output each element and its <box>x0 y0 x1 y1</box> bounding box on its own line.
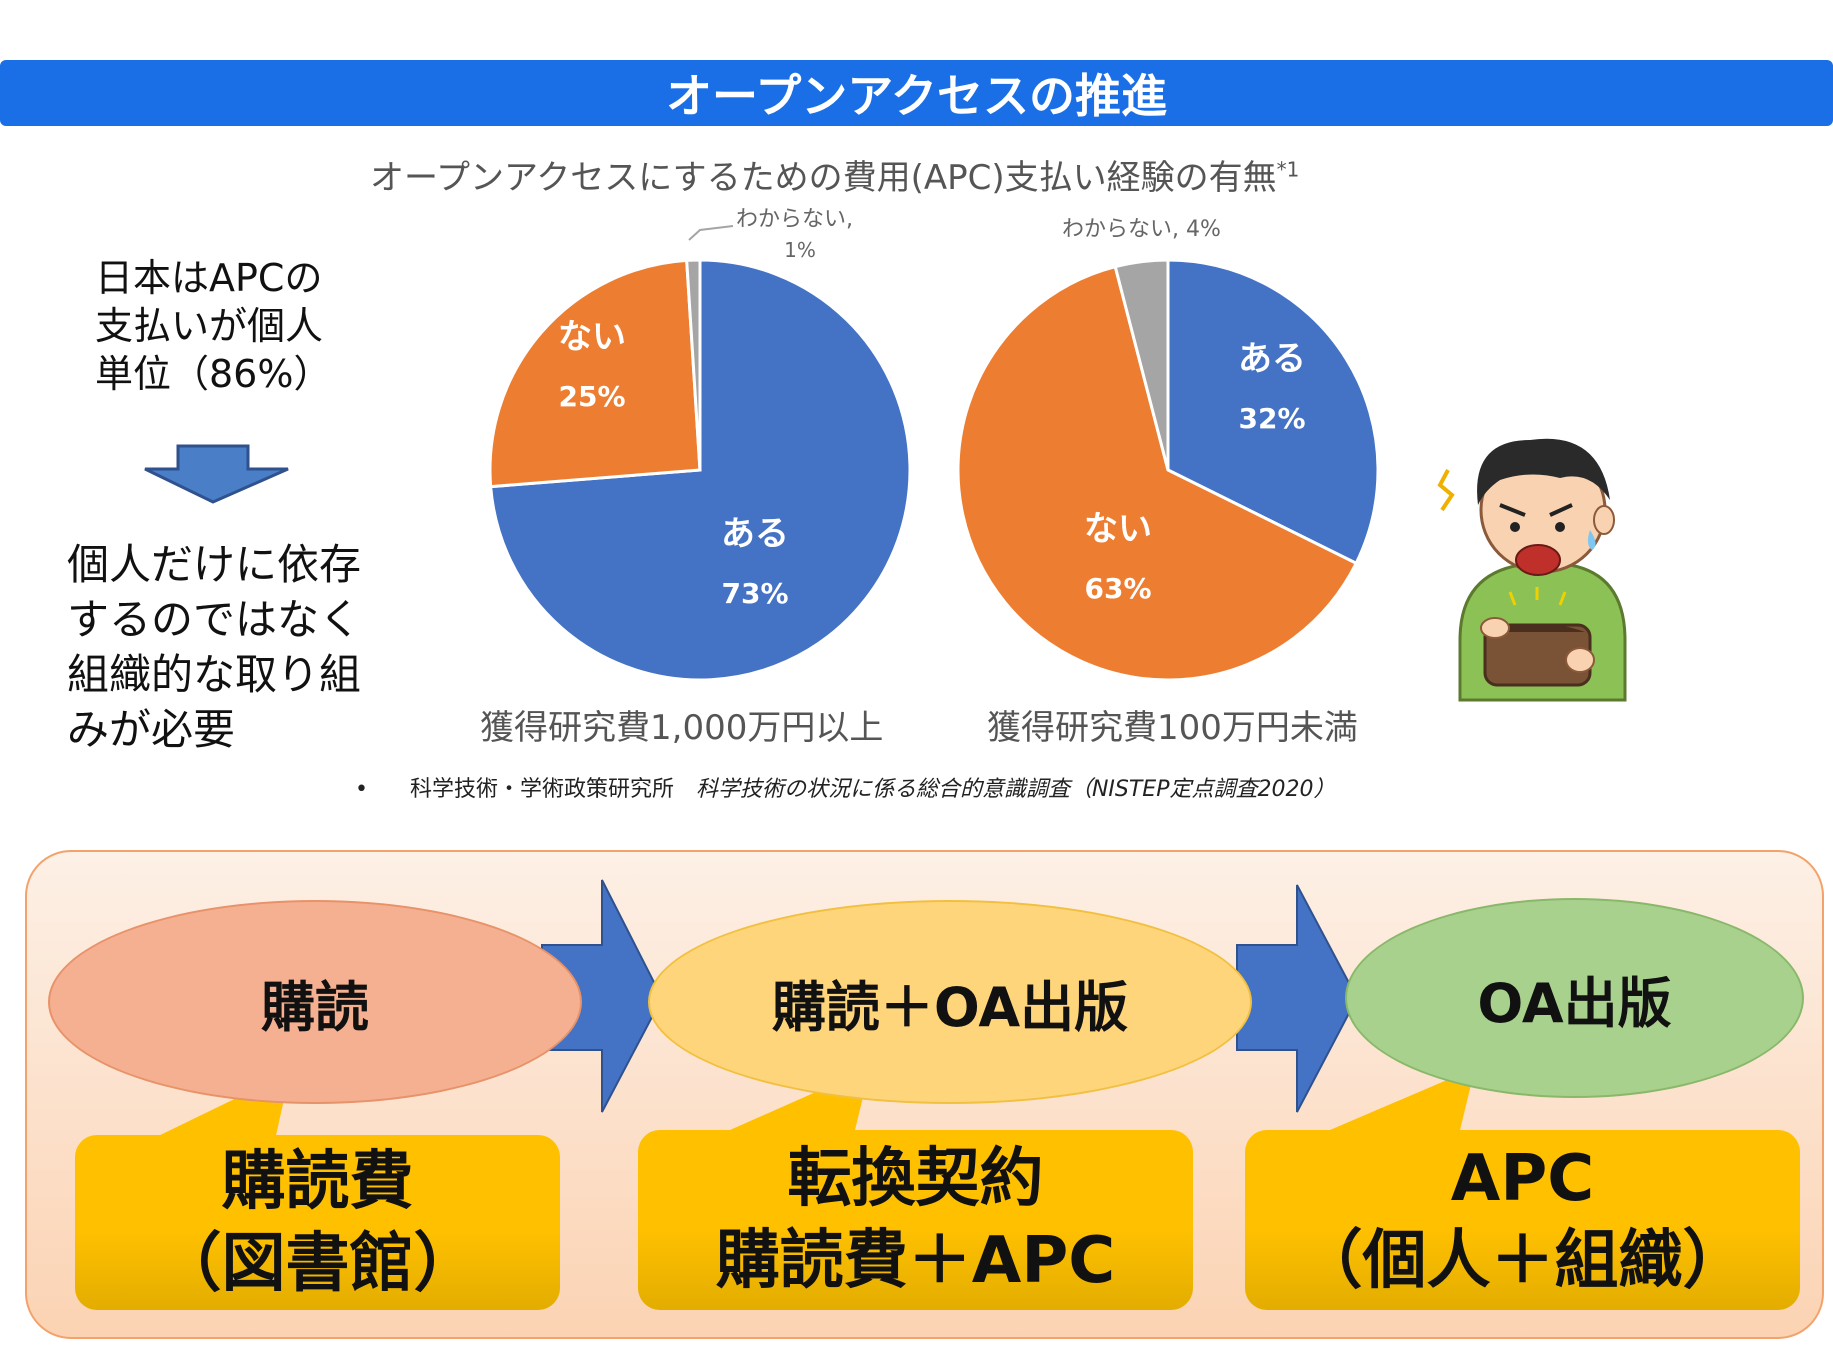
pie-slice <box>488 258 702 489</box>
slice-label: ある <box>721 514 789 554</box>
pie-slice <box>685 258 702 471</box>
cost-line: 転換契約 <box>787 1142 1044 1216</box>
slice-value-label: 25% <box>558 380 625 413</box>
cost-line: 購読費 <box>221 1144 414 1219</box>
slice-label: ない <box>558 317 626 357</box>
left-note-line: 個人だけに依存 <box>67 540 362 589</box>
stage-subscription-oa: 購読＋OA出版 <box>648 900 1252 1104</box>
slice-value-label: 1% <box>784 238 816 262</box>
left-note-line: みが必要 <box>67 705 236 754</box>
slice-value-label: 63% <box>1084 572 1151 605</box>
pie-caption-1: 獲得研究費1,000万円以上 <box>480 708 884 748</box>
pie-slice <box>1113 258 1170 471</box>
source-title: 科学技術の状況に係る総合的意識調査（NISTEP定点調査2020） <box>695 777 1336 802</box>
pie-caption-2: 獲得研究費100万円未満 <box>987 708 1358 748</box>
left-note-bottom: 個人だけに依存 するのではなく 組織的な取り組 みが必要 <box>67 537 361 757</box>
cost-box-subscription: 購読費 （図書館） <box>75 1135 560 1310</box>
left-note-line: 支払いが個人 <box>95 304 324 348</box>
slice-label: ない <box>1084 509 1152 549</box>
slice-label: わからない, <box>736 207 853 232</box>
chart-title: オープンアクセスにするための費用(APC)支払い経験の有無*1 <box>370 150 1470 199</box>
stage-subscription: 購読 <box>48 900 582 1104</box>
slice-value-label: 73% <box>721 577 788 610</box>
left-note-top: 日本はAPCの 支払いが個人 単位（86%） <box>95 254 331 398</box>
cost-box-transformative: 転換契約 購読費＋APC <box>638 1130 1193 1310</box>
slice-label: わからない, 4% <box>1062 217 1221 242</box>
cost-line: APC <box>1450 1142 1595 1216</box>
stage-oa-publishing: OA出版 <box>1345 898 1804 1098</box>
source-org: 科学技術・学術政策研究所 <box>409 777 674 802</box>
leader-line <box>688 225 734 241</box>
page-title: オープンアクセスの推進 <box>0 60 1833 126</box>
stage-label: 購読 <box>261 975 369 1039</box>
left-note-line: 単位（86%） <box>95 352 332 396</box>
pie-slice <box>1166 258 1380 566</box>
stage-label: OA出版 <box>1477 971 1672 1035</box>
chart-title-text: オープンアクセスにするための費用(APC)支払い経験の有無 <box>370 158 1277 198</box>
chart-title-note: *1 <box>1276 157 1300 182</box>
slice-value-label: 32% <box>1238 402 1305 435</box>
source-citation: • 科学技術・学術政策研究所 科学技術の状況に係る総合的意識調査（NISTEP定点… <box>355 777 1336 802</box>
flow-arrow-2 <box>1236 884 1359 1113</box>
left-note-line: するのではなく <box>67 595 362 644</box>
cost-box-apc: APC （個人＋組織） <box>1245 1130 1800 1310</box>
flow-arrow-1 <box>541 879 664 1113</box>
callout-tail-3 <box>1330 1068 1475 1130</box>
left-note-line: 組織的な取り組 <box>67 650 362 699</box>
pie-slice <box>956 264 1359 682</box>
stage-label: 購読＋OA出版 <box>771 975 1129 1039</box>
left-note-line: 日本はAPCの <box>95 256 323 300</box>
cost-line: （図書館） <box>157 1226 478 1301</box>
slice-label: ある <box>1238 339 1306 379</box>
cost-line: 購読費＋APC <box>715 1224 1116 1298</box>
cost-line: （個人＋組織） <box>1298 1224 1747 1298</box>
